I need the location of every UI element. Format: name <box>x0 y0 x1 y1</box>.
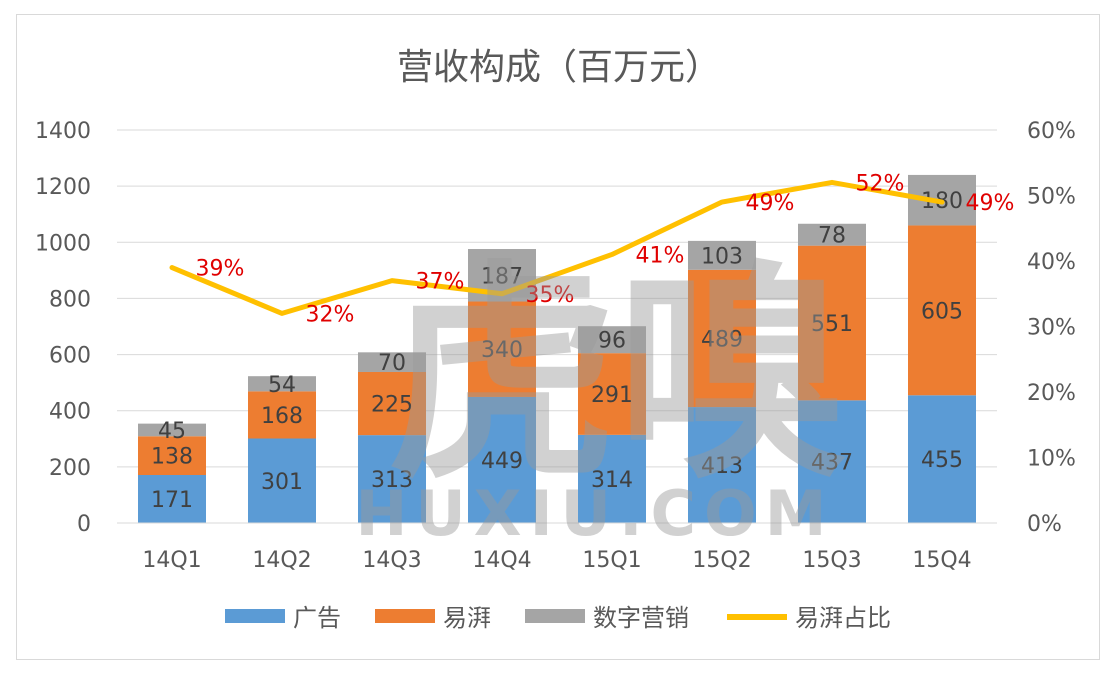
bar-value-label: 455 <box>921 448 963 473</box>
bar-segment <box>138 423 206 437</box>
legend-label: 易湃 <box>443 604 491 632</box>
y-tick-label: 1200 <box>35 175 91 200</box>
bar-value-label: 551 <box>811 312 853 337</box>
bar-value-label: 314 <box>591 468 633 493</box>
bar-value-label: 70 <box>378 351 406 376</box>
ratio-value-label: 49% <box>966 191 1015 216</box>
watermark: 虎嗅 HUXIU.COM <box>356 243 847 550</box>
bar-value-label: 313 <box>371 468 413 493</box>
bar-segment <box>798 400 866 523</box>
ratio-value-label: 41% <box>636 243 685 268</box>
y-tick-label: 400 <box>49 400 91 425</box>
y-axis: 0 200 400 600 800 1000 1200 1400 <box>35 119 91 537</box>
bar-segment <box>358 435 426 523</box>
bar-segment <box>358 371 426 436</box>
bar-value-label: 489 <box>701 327 743 352</box>
bar-value-label: 96 <box>598 329 626 354</box>
legend-label: 易湃占比 <box>795 604 891 632</box>
bar-segment <box>688 407 756 523</box>
bar-segment <box>688 269 756 408</box>
bar-value-label: 45 <box>158 419 186 444</box>
ratio-value-label: 35% <box>526 283 575 308</box>
y2-tick-label: 50% <box>1027 185 1076 210</box>
y2-tick-label: 40% <box>1027 250 1076 275</box>
legend-label: 数字营销 <box>593 604 689 632</box>
bar-value-label: 291 <box>591 383 633 408</box>
bar-value-label: 605 <box>921 299 963 324</box>
y2-tick-label: 30% <box>1027 316 1076 341</box>
chart-frame: 营收构成（百万元） 0 200 400 600 800 1000 1200 1400 0% 10… <box>16 14 1100 660</box>
y-tick-label: 200 <box>49 456 91 481</box>
bar-segment <box>468 396 536 523</box>
x-axis: 14Q1 14Q2 14Q3 14Q4 15Q1 15Q2 15Q3 15Q4 <box>117 522 997 573</box>
bar-value-label: 103 <box>701 244 743 269</box>
bar-segment <box>138 436 206 475</box>
bar-value-label: 54 <box>268 373 296 398</box>
y-tick-label: 1000 <box>35 231 91 256</box>
y-tick-label: 600 <box>49 344 91 369</box>
x-tick-label: 15Q4 <box>912 548 971 573</box>
x-tick-label: 15Q3 <box>802 548 861 573</box>
y-tick-label: 0 <box>77 512 91 537</box>
bar-value-label: 449 <box>481 449 523 474</box>
bar-value-label: 301 <box>261 470 303 495</box>
ratio-value-label: 49% <box>746 191 795 216</box>
ratio-line <box>169 179 945 316</box>
bar-segment <box>578 434 646 523</box>
bar-segment <box>578 353 646 435</box>
bar-segment <box>468 301 536 397</box>
bar-segment <box>908 225 976 396</box>
x-tick-label: 14Q4 <box>472 548 531 573</box>
bar-segment <box>248 391 316 439</box>
y-tick-label: 800 <box>49 287 91 312</box>
y2-tick-label: 10% <box>1027 447 1076 472</box>
legend: 广告 易湃 数字营销 易湃占比 <box>225 604 891 632</box>
bar-segment <box>358 352 426 372</box>
bar-segment <box>578 326 646 354</box>
y2-tick-label: 60% <box>1027 119 1076 144</box>
bar-value-label: 437 <box>811 451 853 476</box>
x-tick-label: 14Q1 <box>142 548 201 573</box>
bar-value-label: 187 <box>481 264 523 289</box>
bar-segment <box>798 245 866 401</box>
x-tick-label: 14Q3 <box>362 548 421 573</box>
ratio-value-label: 39% <box>196 257 245 282</box>
ratio-data-labels: 39% 32% 37% 35% 41% 49% 52% 49% <box>196 171 1015 327</box>
bar-segment <box>908 395 976 523</box>
bar-value-label: 225 <box>371 393 413 418</box>
bar-segment <box>688 240 756 270</box>
bar-value-label: 138 <box>151 445 193 470</box>
y2-tick-label: 0% <box>1027 512 1062 537</box>
x-tick-label: 15Q2 <box>692 548 751 573</box>
bar-segment <box>798 223 866 246</box>
chart-title: 营收构成（百万元） <box>397 47 721 88</box>
bar-segment <box>138 474 206 523</box>
chart: 营收构成（百万元） 0 200 400 600 800 1000 1200 1400 0% 10… <box>35 47 1076 632</box>
bar-value-label: 171 <box>151 488 193 513</box>
bar-value-label: 168 <box>261 404 303 429</box>
ratio-value-label: 52% <box>856 171 905 196</box>
ratio-line-path <box>169 179 945 316</box>
y-tick-label: 1400 <box>35 119 91 144</box>
y2-tick-label: 20% <box>1027 381 1076 406</box>
bar-segment <box>248 438 316 523</box>
watermark-logo: 虎嗅 <box>387 243 847 510</box>
bar-segment <box>248 376 316 392</box>
bar-value-label: 413 <box>701 454 743 479</box>
legend-swatch <box>525 609 585 623</box>
ratio-value-label: 37% <box>416 270 465 295</box>
x-tick-label: 15Q1 <box>582 548 641 573</box>
bar-value-label: 340 <box>481 338 523 363</box>
legend-swatch <box>375 609 435 623</box>
legend-label: 广告 <box>293 604 341 632</box>
y2-axis: 0% 10% 20% 30% 40% 50% 60% <box>1027 119 1076 537</box>
legend-swatch <box>225 609 285 623</box>
ratio-value-label: 32% <box>306 302 355 327</box>
x-tick-label: 14Q2 <box>252 548 311 573</box>
bar-value-label: 78 <box>818 224 846 249</box>
watermark-text: HUXIU.COM <box>356 477 835 550</box>
